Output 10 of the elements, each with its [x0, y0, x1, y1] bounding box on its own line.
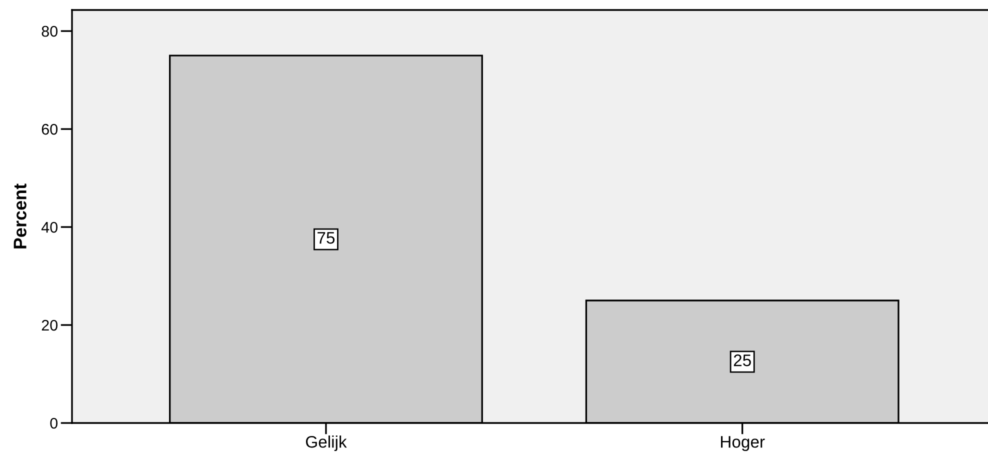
y-tick-label: 0: [50, 418, 58, 429]
y-tick-label: 60: [42, 124, 58, 135]
data-label: 25: [734, 354, 751, 366]
y-tick-label: 80: [42, 26, 58, 37]
y-tick-label: 20: [42, 320, 58, 331]
x-tick-label: Hoger: [721, 436, 765, 452]
data-label: 75: [318, 232, 335, 244]
y-tick-label: 40: [41, 222, 58, 233]
y-axis-title: Percent: [14, 184, 26, 248]
x-tick-label: Gelijk: [306, 436, 347, 452]
